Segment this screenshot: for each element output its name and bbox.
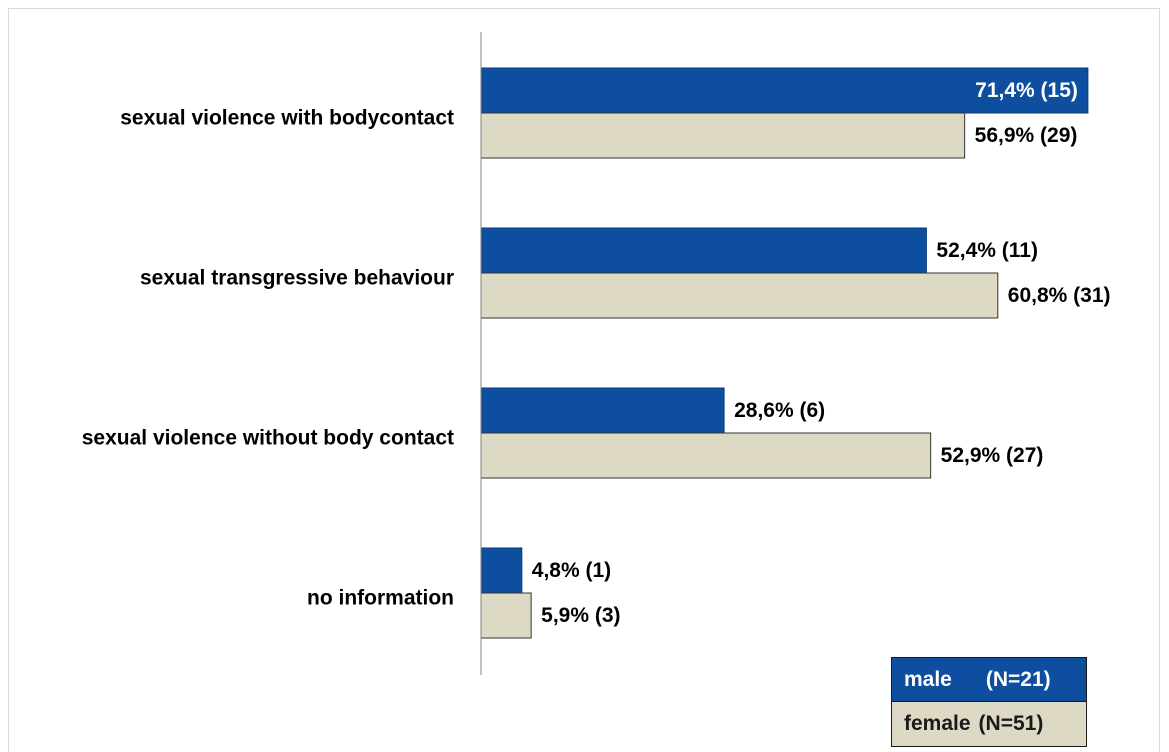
data-label-male: 71,4% (15)	[975, 79, 1078, 102]
data-label-male: 52,4% (11)	[936, 239, 1038, 262]
legend-item-male: male (N=21)	[892, 658, 1086, 702]
bar-female	[480, 272, 999, 319]
category-label: sexual violence without body contact	[82, 427, 454, 450]
bar-male	[480, 227, 927, 274]
bar-female	[480, 592, 532, 639]
bar-male	[480, 67, 1089, 114]
legend: male (N=21) female (N=51)	[891, 657, 1087, 747]
legend-item-female: female (N=51)	[892, 702, 1086, 746]
category-label: sexual violence with bodycontact	[120, 107, 454, 130]
category-label: no information	[307, 587, 454, 610]
legend-label-female: female	[904, 712, 971, 735]
data-label-female: 5,9% (3)	[541, 604, 620, 627]
legend-n-male: (N=21)	[985, 667, 1051, 691]
category-label: sexual transgressive behaviour	[140, 267, 454, 290]
data-label-male: 28,6% (6)	[734, 399, 825, 422]
data-label-male: 4,8% (1)	[532, 559, 611, 582]
data-label-female: 56,9% (29)	[975, 124, 1078, 147]
bar-female	[480, 432, 932, 479]
legend-n-female: (N=51)	[978, 712, 1044, 735]
data-label-female: 60,8% (31)	[1008, 284, 1111, 307]
bar-female	[480, 112, 966, 159]
data-label-female: 52,9% (27)	[941, 444, 1044, 467]
bar-male	[480, 547, 523, 594]
legend-label-male: male	[904, 667, 952, 691]
bar-male	[480, 387, 725, 434]
